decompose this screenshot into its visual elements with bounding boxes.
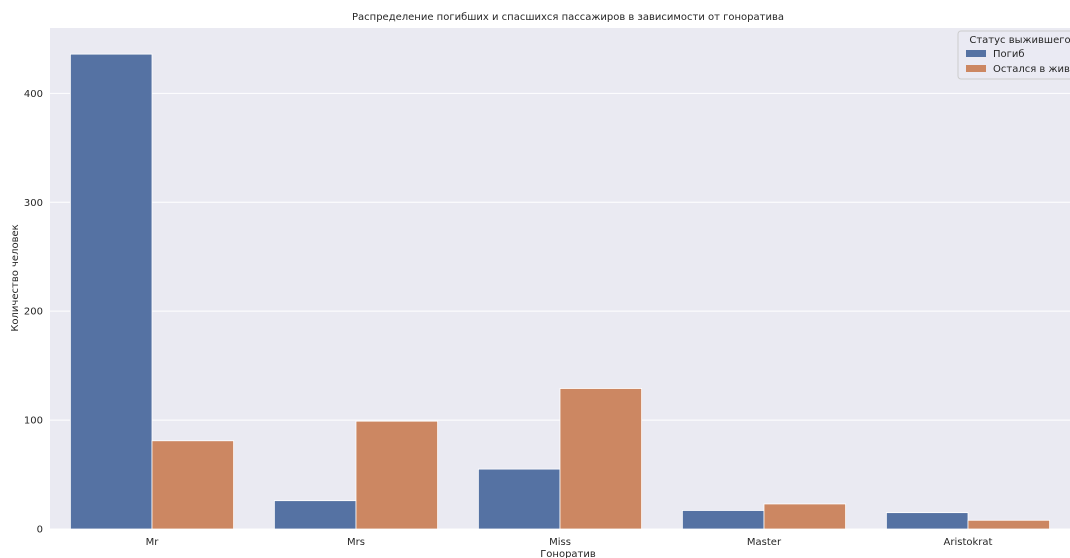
x-tick-label-miss: Miss	[549, 537, 571, 548]
bar-master-series-1	[682, 510, 765, 530]
legend-swatch-pogib	[966, 50, 986, 57]
legend-label-ostalsya: Остался в живых	[993, 64, 1070, 75]
bar-aristokrat-series-1	[886, 512, 969, 530]
bar-aristokrat-series-2	[967, 519, 1050, 530]
y-tick-label: 400	[24, 89, 43, 100]
y-tick-label: 300	[24, 198, 43, 209]
x-tick-label-aristokrat: Aristokrat	[944, 537, 993, 548]
bar-miss-series-2	[559, 388, 642, 530]
legend-box	[957, 30, 1070, 80]
chart-title: Распределение погибших и спасшихся пасса…	[352, 12, 784, 23]
y-tick-label: 200	[24, 307, 43, 318]
legend-title: Статус выжившего	[969, 35, 1070, 46]
tick-labels: 0 100 200 300 400 Mr Mrs Miss Master Aristokrat	[24, 89, 993, 548]
y-tick-label: 0	[37, 525, 43, 536]
y-axis-label: Количество человек	[10, 224, 21, 331]
legend-label-pogib: Погиб	[993, 49, 1025, 60]
bar-mr-series-2	[151, 440, 234, 530]
legend-swatch-ostalsya	[966, 65, 986, 72]
bar-miss-series-1	[477, 468, 561, 530]
bar-mr-series-1	[70, 53, 153, 530]
x-tick-label-mr: Mr	[146, 537, 160, 548]
y-tick-label: 100	[24, 416, 43, 427]
x-axis-label: Гоноратив	[540, 549, 596, 558]
x-tick-label-mrs: Mrs	[347, 537, 365, 548]
bars	[70, 53, 1050, 530]
bar-mrs-series-2	[355, 420, 438, 530]
x-tick-label-master: Master	[747, 537, 782, 548]
legend: Статус выжившего Погиб Остался в живых	[957, 30, 1070, 80]
bar-mrs-series-1	[273, 500, 357, 530]
bar-master-series-2	[763, 503, 846, 530]
